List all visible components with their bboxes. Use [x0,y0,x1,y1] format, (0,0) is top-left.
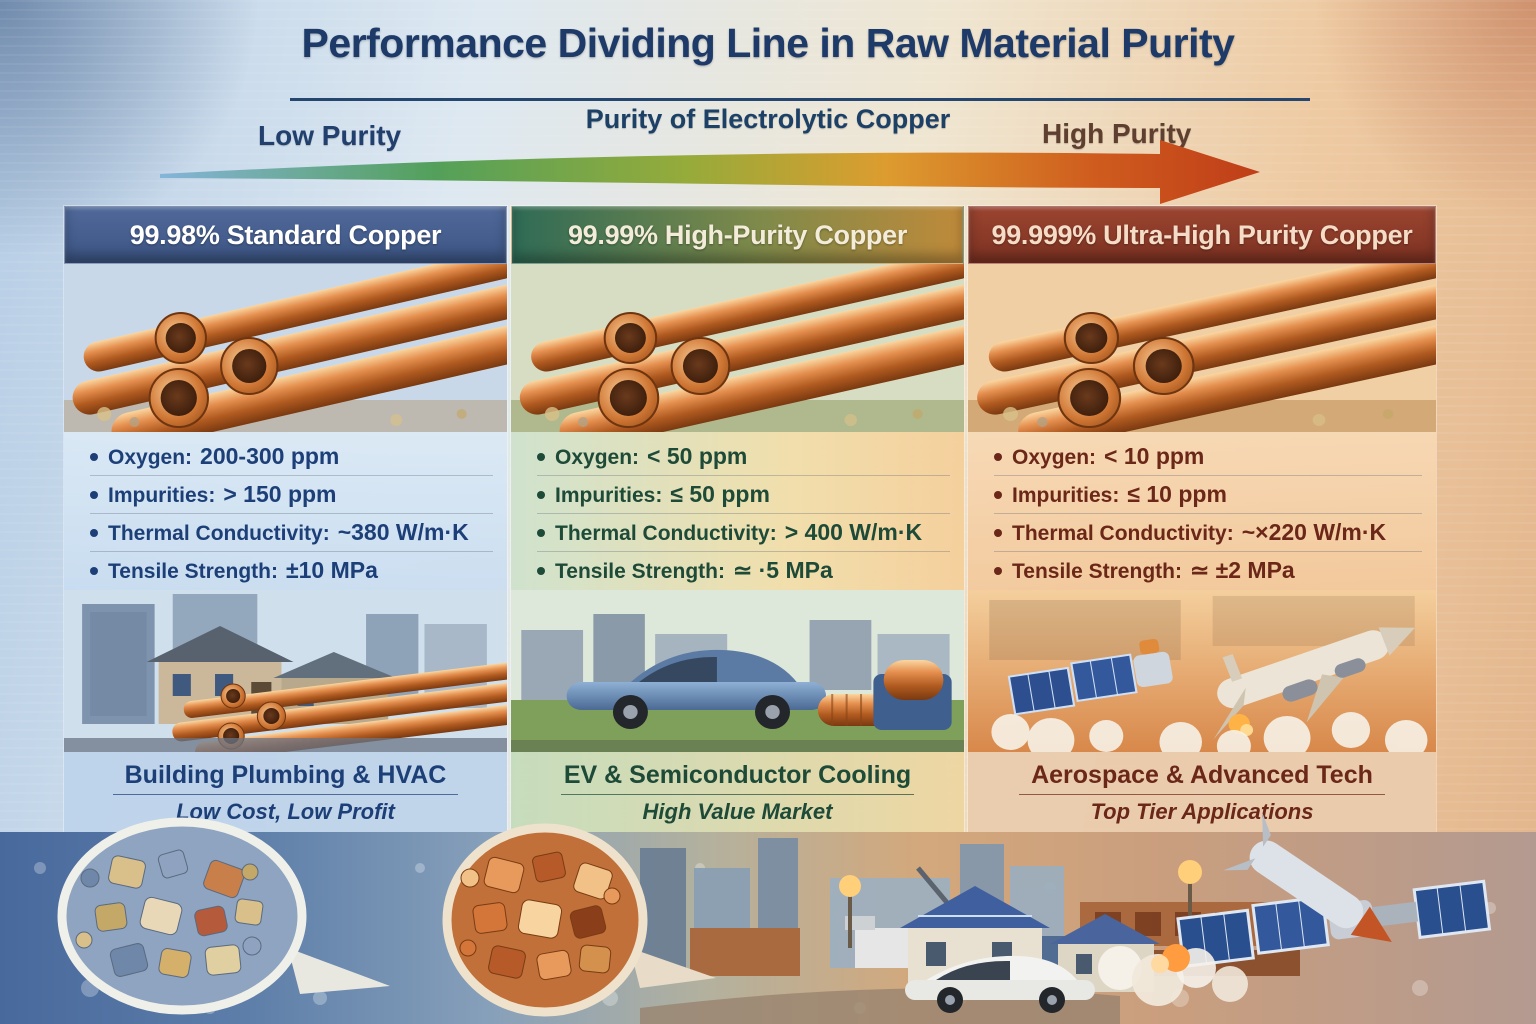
satellite-rocket-launch [1098,812,1492,1006]
bullet-icon [90,528,98,537]
bullet-icon [537,528,545,537]
spec-thermal-conductivity: Thermal Conductivity: ~×220 W/m·K [994,513,1422,551]
spec-impurities: Impurities: ≤ 10 ppm [994,475,1422,513]
market-note: High Value Market [642,799,833,824]
application-label: EV & Semiconductor Cooling [563,761,912,789]
copper-pipes-illustration-standard [64,264,507,432]
purity-gradient-arrow-icon [160,140,1260,204]
standard-copper-header-label: 99.98% Standard Copper [129,219,442,250]
copper-pipes-illustration-high-purity [511,264,964,432]
bullet-icon [90,452,98,461]
spec-tensile-strength: Tensile Strength: ±10 MPa [90,551,493,589]
aerospace-illustration [968,590,1436,752]
subtitle: Purity of Electrolytic Copper [585,104,951,134]
standard-copper-header: 99.98% Standard Copper [64,206,507,264]
spec-tensile-strength: Tensile Strength: ≃ ·5 MPa [537,551,950,589]
plumbing-cityscape-illustration [64,590,507,752]
bullet-icon [90,566,98,575]
spec-oxygen: Oxygen: 200-300 ppm [90,438,493,475]
high-purity-application-band: EV & Semiconductor Cooling High Value Ma… [511,752,964,834]
ultra-high-purity-copper-panel: 99.999% Ultra-High Purity Copper Oxygen:… [968,206,1436,834]
ultra-high-purity-copper-header-label: 99.999% Ultra-High Purity Copper [991,219,1413,250]
spec-thermal-conductivity: Thermal Conductivity: > 400 W/m·K [537,513,950,551]
spec-oxygen: Oxygen: < 50 ppm [537,438,950,475]
market-note: Low Cost, Low Profit [176,799,395,824]
spec-impurities: Impurities: ≤ 50 ppm [537,475,950,513]
spec-tensile-strength: Tensile Strength: ≃ ±2 MPa [994,551,1422,589]
copper-pipes-illustration-ultra-high [968,264,1436,432]
high-purity-copper-header: 99.99% High-Purity Copper [511,206,964,264]
bullet-icon [994,452,1002,461]
application-divider [1019,794,1385,795]
bullet-icon [537,490,545,499]
bullet-icon [90,490,98,499]
standard-copper-panel: 99.98% Standard Copper Oxygen: 200-300 p… [64,206,507,834]
high-purity-copper-panel: 99.99% High-Purity Copper Oxygen: < 50 p… [511,206,964,834]
ultra-high-purity-copper-header: 99.999% Ultra-High Purity Copper [968,206,1436,264]
application-label: Building Plumbing & HVAC [124,761,447,789]
ultra-high-application-band: Aerospace & Advanced Tech Top Tier Appli… [968,752,1436,834]
low-purity-label: Low Purity [258,120,402,151]
bullet-icon [537,566,545,575]
ultra-high-purity-specs: Oxygen: < 10 ppm Impurities: ≤ 10 ppm Th… [968,432,1436,590]
high-purity-copper-header-label: 99.99% High-Purity Copper [567,219,908,250]
spec-oxygen: Oxygen: < 10 ppm [994,438,1422,475]
ev-car-copper-coil-illustration [511,590,964,752]
bullet-icon [994,566,1002,575]
spec-thermal-conductivity: Thermal Conductivity: ~380 W/m·K [90,513,493,551]
high-purity-copper-specs: Oxygen: < 50 ppm Impurities: ≤ 50 ppm Th… [511,432,964,590]
application-divider [112,794,459,795]
application-divider [560,794,915,795]
application-label: Aerospace & Advanced Tech [1031,761,1373,789]
copper-crystal-microstructure-magnifier [442,823,716,1017]
bullet-icon [994,528,1002,537]
spec-impurities: Impurities: > 150 ppm [90,475,493,513]
market-note: Top Tier Applications [1090,799,1314,824]
mineral-microstructure-magnifier [57,817,390,1015]
bottom-strip [0,812,1536,1024]
bullet-icon [994,490,1002,499]
bullet-icon [537,452,545,461]
page-title: Performance Dividing Line in Raw Materia… [301,20,1235,66]
title-underline [290,98,1310,101]
standard-copper-application-band: Building Plumbing & HVAC Low Cost, Low P… [64,752,507,834]
standard-copper-specs: Oxygen: 200-300 ppm Impurities: > 150 pp… [64,432,507,590]
